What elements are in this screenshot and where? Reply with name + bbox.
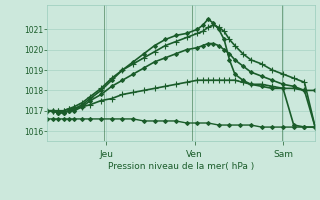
X-axis label: Pression niveau de la mer( hPa ): Pression niveau de la mer( hPa ) — [108, 162, 254, 171]
